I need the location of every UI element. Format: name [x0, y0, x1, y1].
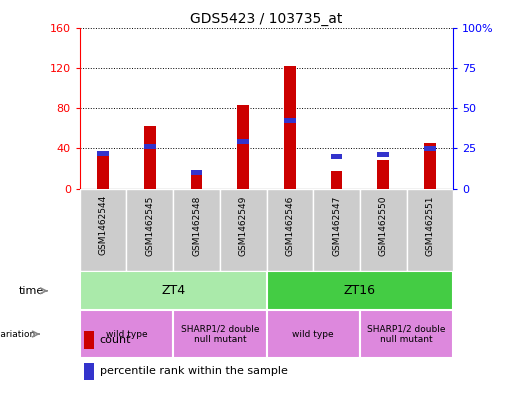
Bar — [377, 152, 389, 157]
Text: wild type: wild type — [106, 330, 147, 338]
Text: GSM1462551: GSM1462551 — [425, 195, 434, 256]
Text: GSM1462546: GSM1462546 — [285, 195, 295, 255]
Bar — [97, 156, 109, 189]
Title: GDS5423 / 103735_at: GDS5423 / 103735_at — [191, 13, 342, 26]
Text: percentile rank within the sample: percentile rank within the sample — [99, 366, 287, 376]
Text: ZT16: ZT16 — [344, 284, 376, 298]
Text: wild type: wild type — [293, 330, 334, 338]
Bar — [237, 105, 249, 189]
Bar — [173, 310, 267, 358]
Text: GSM1462545: GSM1462545 — [145, 195, 154, 255]
Text: GSM1462544: GSM1462544 — [99, 195, 108, 255]
Bar — [360, 189, 406, 271]
Text: SHARP1/2 double
null mutant: SHARP1/2 double null mutant — [181, 324, 259, 344]
Bar — [191, 171, 202, 189]
Bar — [127, 189, 173, 271]
Bar — [267, 189, 313, 271]
Text: GSM1462548: GSM1462548 — [192, 195, 201, 255]
Bar — [284, 66, 296, 189]
Text: GSM1462549: GSM1462549 — [238, 195, 248, 255]
Bar — [191, 170, 202, 175]
Text: SHARP1/2 double
null mutant: SHARP1/2 double null mutant — [367, 324, 446, 344]
Bar — [80, 310, 173, 358]
Bar — [80, 271, 267, 310]
Text: GSM1462547: GSM1462547 — [332, 195, 341, 255]
Bar — [424, 146, 436, 151]
Bar — [267, 271, 453, 310]
Bar — [80, 189, 127, 271]
Text: GSM1462550: GSM1462550 — [379, 195, 388, 256]
Bar — [331, 171, 342, 189]
Bar — [173, 189, 220, 271]
Bar — [284, 118, 296, 123]
Bar — [97, 151, 109, 156]
Bar — [360, 310, 453, 358]
Text: genotype/variation: genotype/variation — [0, 330, 36, 338]
Bar — [377, 160, 389, 189]
Bar — [237, 140, 249, 145]
Bar — [220, 189, 267, 271]
Bar — [83, 363, 94, 380]
Bar — [83, 331, 94, 349]
Bar — [406, 189, 453, 271]
Bar — [144, 144, 156, 149]
Bar — [267, 310, 360, 358]
Bar — [424, 143, 436, 189]
Text: ZT4: ZT4 — [161, 284, 185, 298]
Text: count: count — [99, 335, 131, 345]
Bar — [144, 126, 156, 189]
Text: time: time — [19, 286, 44, 296]
Bar — [331, 154, 342, 159]
Bar — [313, 189, 360, 271]
